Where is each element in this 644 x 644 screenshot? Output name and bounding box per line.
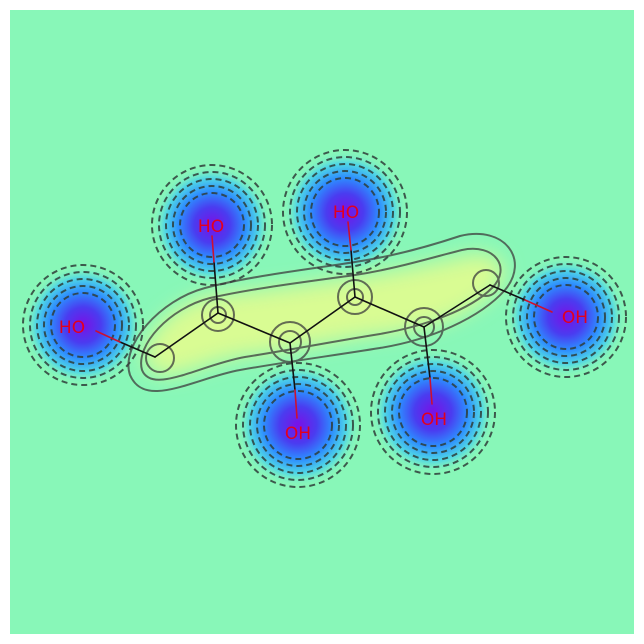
- positive-region: [144, 254, 505, 375]
- contours-o-top-1: [151, 164, 273, 286]
- bond-c5-o: [423, 326, 431, 379]
- negative-lobe-o-top-2: [283, 150, 407, 274]
- negative-lobe-o-right: [506, 257, 626, 377]
- atom-label-o-bottom-2: OH: [421, 410, 447, 430]
- bond-c1-o: [119, 341, 156, 358]
- contours-o-left: [22, 264, 144, 386]
- bond-c3-o: [289, 342, 296, 391]
- bond-c2-c3: [217, 312, 291, 344]
- molecule-skeleton: [95, 221, 553, 419]
- bond-c3-c4: [289, 296, 356, 344]
- atom-label-o-right: OH: [562, 308, 588, 328]
- negative-contours: [22, 149, 627, 488]
- bond-c1-c2: [154, 312, 219, 358]
- bond-o-bottom-1: [294, 389, 298, 419]
- contours-o-top-2: [282, 149, 408, 275]
- atom-label-o-bottom-1: OH: [285, 424, 311, 444]
- bond-o-top-2: [347, 221, 352, 251]
- carbon-bonds: [119, 249, 526, 391]
- atom-label-o-top-2: HO: [333, 203, 359, 223]
- atom-labels: HO HO HO OH OH OH: [59, 203, 588, 444]
- bond-o-left: [95, 330, 121, 343]
- heteroatom-bonds: [95, 221, 553, 419]
- bond-c5-c6: [423, 284, 491, 328]
- negative-lobe-o-top-1: [152, 165, 272, 285]
- bond-c4-o: [350, 249, 356, 298]
- bond-o-top-1: [211, 235, 215, 263]
- atom-label-o-top-1: HO: [198, 217, 224, 237]
- positive-contours: [127, 233, 516, 393]
- bond-o-right: [524, 299, 553, 313]
- atom-label-o-left: HO: [59, 318, 85, 338]
- contour-c1: [145, 343, 175, 373]
- negative-lobe-o-bottom-2: [371, 350, 495, 474]
- negative-regions: [23, 150, 626, 487]
- contours-o-bottom-2: [370, 349, 496, 475]
- contours-o-bottom-1: [235, 362, 361, 488]
- bond-o-bottom-2: [429, 377, 433, 405]
- bond-c2-o: [213, 261, 219, 314]
- contours-o-right: [505, 256, 627, 378]
- negative-lobe-o-bottom-1: [236, 363, 360, 487]
- bond-c4-c5: [354, 296, 425, 328]
- negative-lobe-o-left: [23, 265, 143, 385]
- bond-c6-o: [489, 284, 526, 301]
